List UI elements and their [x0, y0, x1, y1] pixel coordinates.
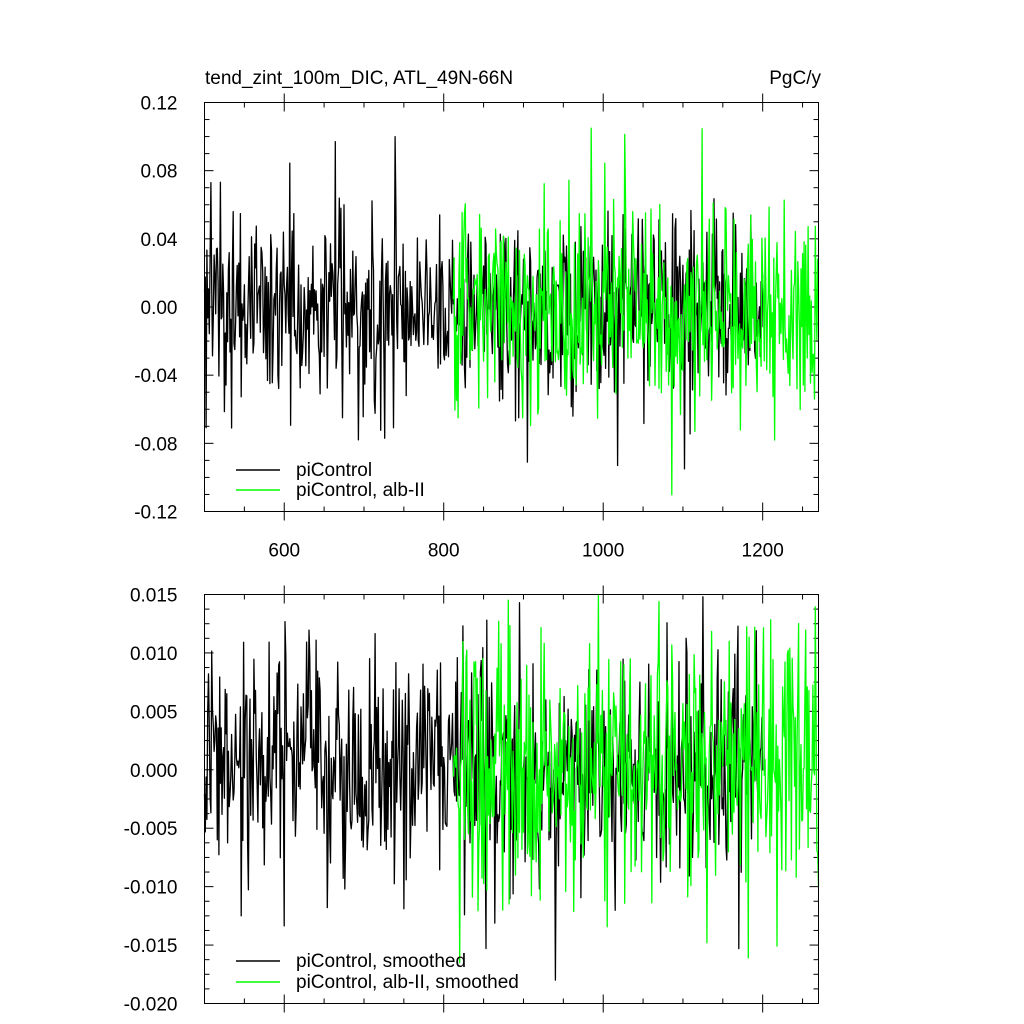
x-tick-label: 600 [268, 541, 300, 562]
y-tick-label: 0.08 [141, 162, 178, 183]
y-tick-label: -0.010 [124, 878, 178, 899]
series-line-picontrol-alb-ii [452, 127, 820, 496]
legend-label-picontrol-smoothed: piControl, smoothed [296, 951, 466, 972]
x-tick-label: 1200 [742, 541, 784, 562]
y-tick-label: 0.015 [130, 586, 178, 607]
legend-label-alb-ii-smoothed: piControl, alb-II, smoothed [296, 972, 519, 993]
y-tick-label: 0.04 [141, 230, 178, 251]
chart-title: tend_zint_100m_DIC, ATL_49N-66N [205, 68, 513, 89]
y-tick-label: 0.00 [141, 298, 178, 319]
x-tick-label: 1000 [582, 541, 624, 562]
y-tick-label: 0.12 [141, 94, 178, 115]
y-tick-label: -0.04 [134, 366, 178, 387]
bottom-panel: -0.020 -0.015 -0.010 -0.005 0.000 0.005 0.010 0… [124, 585, 820, 1016]
bottom-y-tick-labels: -0.020 -0.015 -0.010 -0.005 0.000 0.005 0.010 0… [124, 586, 178, 1016]
series-line-picontrol [203, 135, 764, 470]
y-tick-label: -0.08 [134, 434, 177, 455]
x-tick-label: 800 [428, 541, 460, 562]
legend-label-picontrol: piControl [296, 460, 372, 481]
top-y-tick-labels: -0.12 -0.08 -0.04 0.00 0.04 0.08 0.12 [134, 94, 178, 524]
top-panel: tend_zint_100m_DIC, ATL_49N-66N PgC/y -0… [134, 68, 821, 562]
y-tick-label: -0.020 [124, 995, 178, 1016]
top-series-lines [203, 127, 820, 496]
top-x-tick-labels: 600 800 1000 1200 [268, 541, 783, 562]
legend-label-alb-ii: piControl, alb-II [296, 480, 425, 501]
y-tick-label: 0.010 [130, 644, 178, 665]
bottom-plot-frame [204, 594, 819, 1004]
top-plot-frame [204, 102, 819, 512]
top-legend: piControl piControl, alb-II [236, 460, 425, 501]
y-tick-label: 0.000 [130, 761, 178, 782]
y-tick-label: -0.015 [124, 936, 178, 957]
chart-units: PgC/y [769, 68, 821, 89]
y-tick-label: 0.005 [130, 702, 178, 723]
bottom-series-lines [203, 593, 820, 981]
bottom-legend: piControl, smoothed piControl, alb-II, s… [236, 951, 519, 993]
y-tick-label: -0.005 [124, 819, 178, 840]
series-line-picontrol-alb-ii-smoothed [452, 593, 820, 964]
y-tick-label: -0.12 [134, 503, 177, 524]
